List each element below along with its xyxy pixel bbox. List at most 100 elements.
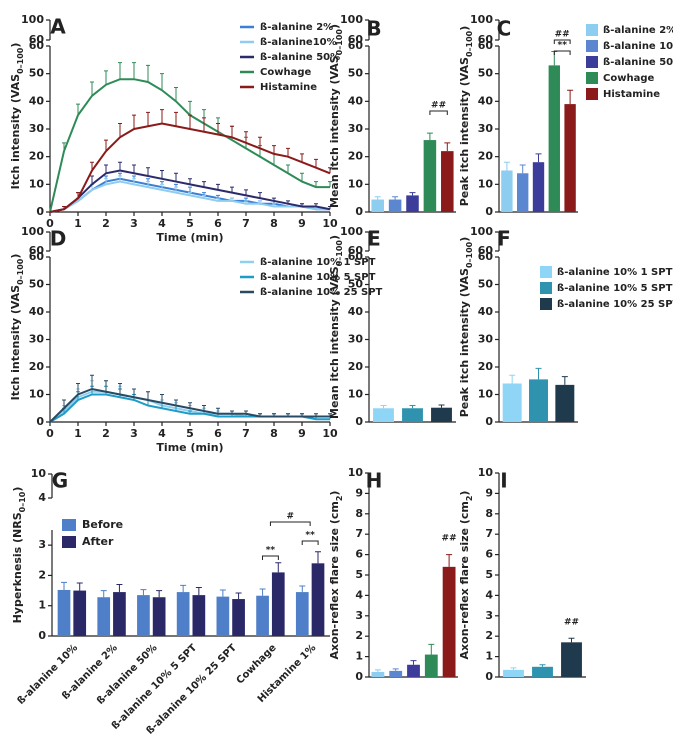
error-bar <box>244 131 248 143</box>
y-tick-label: 10 <box>478 177 494 190</box>
bar <box>295 592 309 636</box>
error-bar <box>446 554 453 567</box>
y-tick-label: 2 <box>38 568 46 581</box>
y-axis-label: Mean itch intensity (VAS0–100) <box>328 24 344 208</box>
legend-swatch <box>586 24 598 36</box>
legend-swatch <box>540 282 552 294</box>
y-tick-label: 6 <box>355 548 363 561</box>
y-label-part: 0–100 <box>465 30 474 57</box>
error-bar <box>374 669 381 672</box>
bar <box>311 563 325 636</box>
x-tick-label: 7 <box>242 427 250 440</box>
error-bar <box>410 660 417 665</box>
y-tick-label: 10 <box>348 177 364 190</box>
y-tick-label: 20 <box>348 360 364 373</box>
y-label-part: 2 <box>335 496 344 502</box>
error-bar <box>272 145 276 154</box>
y-tick-label: 6 <box>485 548 493 561</box>
error-bar <box>535 367 542 380</box>
error-bar <box>444 142 451 152</box>
panel-letter: H <box>366 469 383 493</box>
y-tick-label: 60 <box>29 244 45 257</box>
error-bar <box>156 590 163 598</box>
error-bar <box>219 589 226 597</box>
error-bar <box>160 73 164 91</box>
y-tick-label: 50 <box>29 278 45 291</box>
y-tick-label: 0 <box>355 415 363 428</box>
error-bar <box>104 70 108 85</box>
error-bar <box>539 664 546 667</box>
y-axis-label: Mean itch intensity (VAS0–100) <box>328 235 344 419</box>
y-tick-label: 10 <box>29 177 45 190</box>
y-tick-label: 9 <box>485 486 493 499</box>
error-bar <box>146 391 150 400</box>
legend-swatch <box>586 40 598 52</box>
panel-letter: C <box>497 17 512 41</box>
y-tick-label: 50 <box>29 67 45 80</box>
error-bar <box>374 196 381 200</box>
bar <box>532 666 553 677</box>
error-bar <box>235 592 242 600</box>
y-tick-label: 100 <box>340 225 363 238</box>
x-tick-label: 0 <box>46 217 54 230</box>
y-tick-label: 60 <box>29 33 45 46</box>
y-tick-label: 4 <box>38 491 46 504</box>
error-bar <box>118 62 122 80</box>
y-tick-label: 30 <box>29 122 45 135</box>
legend-label: ß-alanine 10% 5 SPT <box>260 272 376 283</box>
error-bar <box>300 172 304 182</box>
x-tick-label: 3 <box>130 427 138 440</box>
y-label-part: Peak itch intensity (VAS <box>458 57 471 206</box>
panel-letter: E <box>367 227 381 251</box>
error-bar <box>568 637 575 643</box>
y-tick-label: 5 <box>485 568 493 581</box>
series-line <box>49 180 330 213</box>
panel-letter: A <box>50 15 66 39</box>
error-bar <box>118 383 122 395</box>
error-bar <box>104 139 108 152</box>
y-label-part: 0–100 <box>335 29 344 56</box>
x-tick-label: 4 <box>158 217 166 230</box>
y-tick-label: 40 <box>29 94 45 107</box>
significance-label: ## <box>564 618 579 628</box>
y-tick-label: 1 <box>485 650 493 663</box>
y-tick-label: 50 <box>348 67 364 80</box>
y-tick-label: 0 <box>485 415 493 428</box>
significance-bracket <box>301 540 319 545</box>
x-tick-label: 8 <box>270 217 278 230</box>
y-label-part: ) <box>9 43 22 48</box>
significance-label: ## <box>431 101 446 111</box>
y-label-part: ) <box>458 491 471 496</box>
y-axis-label: Hyperknesis (NRS0–10) <box>11 487 27 624</box>
panel-letter: F <box>497 227 511 251</box>
x-tick-label: 3 <box>130 217 138 230</box>
error-bar <box>76 383 80 395</box>
y-tick-label: 1 <box>38 599 46 612</box>
error-bar <box>160 109 164 124</box>
bar <box>371 199 384 212</box>
y-label-part: ) <box>328 491 341 496</box>
y-tick-label: 60 <box>348 250 364 263</box>
legend-label: After <box>82 535 114 548</box>
y-axis-label: Peak itch intensity (VAS0–100) <box>458 237 474 418</box>
error-bar <box>100 590 107 598</box>
y-tick-label: 30 <box>29 333 45 346</box>
significance-label: ** <box>305 531 315 541</box>
significance-label: # <box>287 512 295 522</box>
legend-label: ß-alanine 10% 1 SPT <box>557 267 673 278</box>
x-tick-label: 2 <box>102 217 110 230</box>
y-tick-label: 40 <box>29 305 45 318</box>
error-bar <box>314 551 321 564</box>
error-bar <box>160 394 164 403</box>
error-bar <box>567 89 574 105</box>
y-label-part: Mean itch intensity (VAS <box>328 266 341 419</box>
error-bar <box>392 196 399 200</box>
error-bar <box>118 122 122 138</box>
error-bar <box>188 114 192 129</box>
y-tick-label: 60 <box>29 39 45 52</box>
error-bar <box>90 374 94 389</box>
panel-letter: B <box>366 17 381 41</box>
error-bar <box>118 161 122 171</box>
y-tick-label: 60 <box>478 39 494 52</box>
x-tick-label: 10 <box>322 427 338 440</box>
